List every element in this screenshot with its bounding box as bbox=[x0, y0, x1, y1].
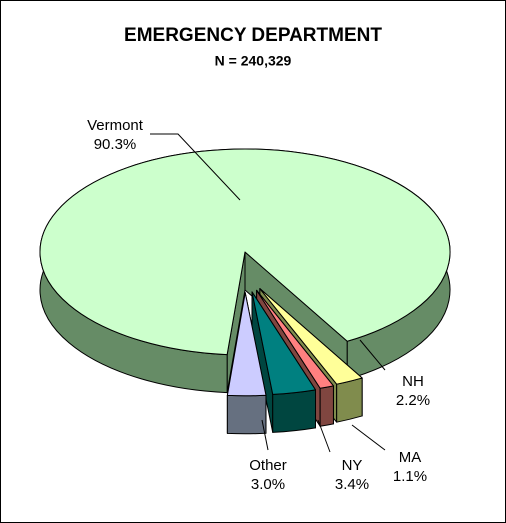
slice bbox=[39, 148, 451, 356]
slice-value-label: 1.1% bbox=[393, 468, 427, 485]
slice-wall bbox=[336, 377, 363, 423]
slice-wall bbox=[272, 389, 317, 433]
slice-label: NH bbox=[402, 373, 424, 390]
pie bbox=[39, 148, 451, 435]
slice-wall bbox=[319, 385, 334, 427]
slice bbox=[226, 292, 267, 397]
slice-value-label: 90.3% bbox=[94, 136, 137, 153]
leader-line bbox=[261, 419, 269, 451]
slice-value-label: 3.0% bbox=[251, 476, 285, 493]
slice bbox=[259, 288, 363, 385]
chart-subtitle: N = 240,329 bbox=[215, 53, 292, 69]
slice-label: Vermont bbox=[87, 117, 144, 134]
slice-value-label: 3.4% bbox=[335, 476, 369, 493]
slice-label: NY bbox=[342, 457, 363, 474]
slice-label: MA bbox=[399, 449, 422, 466]
slice-wall bbox=[226, 394, 267, 435]
chart-title: EMERGENCY DEPARTMENT bbox=[124, 25, 382, 46]
leader-line bbox=[317, 419, 331, 453]
slice-value-label: 2.2% bbox=[396, 392, 430, 409]
leader-line bbox=[359, 339, 386, 371]
leader-line bbox=[150, 133, 241, 201]
slice-label: Other bbox=[249, 457, 287, 474]
slice bbox=[256, 289, 334, 389]
labels: Vermont 90.3% NH 2.2% MA 1.1% NY 3.4% Other 3.0% bbox=[87, 117, 430, 493]
slice bbox=[251, 291, 317, 395]
leader-line bbox=[351, 424, 386, 451]
